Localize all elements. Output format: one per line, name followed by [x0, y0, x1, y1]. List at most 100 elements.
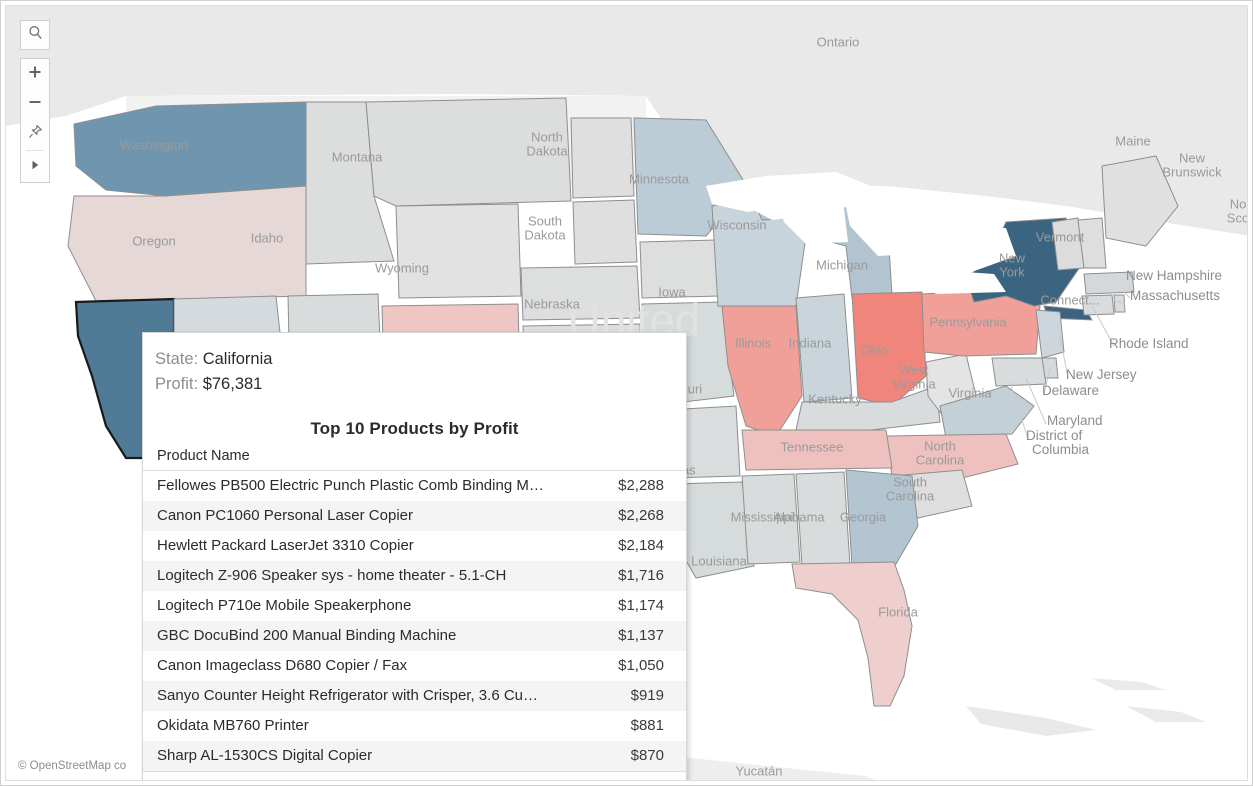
state-label: Ontario: [817, 34, 860, 49]
state-label: Brunswick: [1162, 164, 1222, 179]
state-label: North: [924, 438, 956, 453]
tooltip-profit-row: Profit: $76,381: [155, 372, 686, 397]
table-row[interactable]: Logitech P710e Mobile Speakerphone $1,174: [143, 591, 686, 621]
cell-product-name: Okidata MB760 Printer: [157, 717, 309, 734]
map-outside-label: Columbia: [1032, 442, 1090, 457]
zoom-out-button[interactable]: [21, 89, 49, 119]
table-row[interactable]: Logitech Z-906 Speaker sys - home theate…: [143, 561, 686, 591]
map-outside-label: Rhode Island: [1109, 336, 1189, 351]
state-label: New: [1179, 150, 1206, 165]
state-label: Wyoming: [375, 260, 429, 275]
state-label: New: [999, 250, 1026, 265]
cell-profit: $870: [544, 741, 686, 772]
cell-product-name: Canon Imageclass D680 Copier / Fax: [157, 657, 408, 674]
state-label: Florida: [878, 604, 919, 619]
cell-product-name: GBC DocuBind 200 Manual Binding Machine: [157, 627, 457, 644]
pin-map-button[interactable]: [21, 119, 49, 149]
play-triangle-icon: [29, 158, 41, 176]
map-outside-label: Maryland: [1047, 413, 1103, 428]
cell-profit: $1,050: [618, 657, 664, 674]
state-label: North: [531, 129, 563, 144]
state-label: Ohio: [860, 342, 887, 357]
tooltip-header: State: California Profit: $76,381: [143, 333, 686, 397]
map-view-frame: United Ontario Washington Montana North Dako…: [5, 5, 1248, 781]
state-label: Nebraska: [524, 296, 580, 311]
pin-icon: [28, 124, 43, 144]
osm-attribution[interactable]: © OpenStreetMap co: [18, 760, 127, 772]
state-label: Louisiana: [691, 553, 747, 568]
cell-product-name: Logitech Z-906 Speaker sys - home theate…: [157, 567, 507, 584]
cell-product-name: Fellowes PB500 Electric Punch Plastic Co…: [157, 477, 545, 494]
table-row[interactable]: Okidata MB760 Printer $881: [143, 711, 686, 741]
state-label: Dakota: [526, 143, 568, 158]
map-search-button[interactable]: [20, 20, 50, 50]
state-label: Iowa: [658, 284, 686, 299]
state-label: Kentucky: [808, 391, 862, 406]
table-row[interactable]: Canon Imageclass D680 Copier / Fax $1,050: [143, 651, 686, 681]
tooltip-title: Top 10 Products by Profit: [310, 419, 519, 438]
tooltip-profit-value: $76,381: [202, 375, 263, 393]
tooltip-state-row: State: California: [155, 347, 686, 372]
label-leader-lines: [1009, 291, 1131, 440]
cell-profit: $919: [630, 687, 664, 704]
top-products-table: Product Name Fellowes PB500 Electric Pun…: [143, 445, 686, 772]
state-label: York: [999, 264, 1025, 279]
state-label: Mississippi: [731, 509, 794, 524]
state-label: No: [1230, 196, 1247, 211]
map-toolbar[interactable]: [20, 20, 52, 183]
cell-product-name: Logitech P710e Mobile Speakerphone: [157, 597, 412, 614]
state-label: Wisconsin: [707, 217, 766, 232]
state-label: Connect...: [1040, 292, 1099, 307]
cell-profit: $2,268: [618, 507, 664, 524]
state-label: Carolina: [916, 452, 965, 467]
search-icon: [28, 25, 43, 45]
state-label: Carolina: [886, 488, 935, 503]
tooltip-profit-key: Profit:: [155, 375, 199, 393]
state-label: Idaho: [251, 230, 284, 245]
state-label: Alabama: [773, 509, 825, 524]
state-label: Yucatán: [736, 763, 783, 778]
cell-profit: $2,288: [618, 477, 664, 494]
state-label: South: [528, 213, 562, 228]
state-label: Dakota: [524, 227, 566, 242]
map-zoom-controls[interactable]: [20, 58, 50, 183]
state-label: Sco: [1227, 210, 1247, 225]
toolbar-divider: [26, 150, 44, 151]
state-label: South: [893, 474, 927, 489]
cell-profit: $881: [630, 717, 664, 734]
plus-icon: [28, 65, 42, 84]
state-label: Pennsylvania: [929, 314, 1007, 329]
state-label: Montana: [332, 149, 383, 164]
state-label: Michigan: [816, 257, 868, 272]
table-row[interactable]: Canon PC1060 Personal Laser Copier $2,268: [143, 501, 686, 531]
zoom-in-button[interactable]: [21, 59, 49, 89]
toolbar-expand-button[interactable]: [21, 152, 49, 182]
table-row[interactable]: Sharp AL-1530CS Digital Copier $870: [143, 741, 686, 772]
state-label: Indiana: [789, 335, 832, 350]
table-row[interactable]: Sanyo Counter Height Refrigerator with C…: [143, 681, 686, 711]
map-outside-label: New Hampshire: [1126, 268, 1222, 283]
cell-product-name: Canon PC1060 Personal Laser Copier: [157, 507, 413, 524]
state-label: West: [899, 362, 929, 377]
tooltip-state-value: California: [202, 350, 273, 368]
minus-icon: [28, 95, 42, 114]
table-row[interactable]: GBC DocuBind 200 Manual Binding Machine $…: [143, 621, 686, 651]
map-outside-label: District of: [1026, 428, 1083, 443]
state-label: Washington: [120, 137, 188, 152]
map-tooltip[interactable]: State: California Profit: $76,381 Top 10…: [142, 332, 687, 780]
column-header-product-name[interactable]: Product Name: [143, 445, 545, 471]
tooltip-state-key: State:: [155, 350, 199, 368]
column-header-profit[interactable]: [544, 445, 686, 471]
table-row[interactable]: Fellowes PB500 Electric Punch Plastic Co…: [143, 471, 686, 502]
map-outside-label: New Jersey: [1066, 367, 1137, 382]
map-outside-label: Delaware: [1042, 383, 1099, 398]
cell-profit: $1,716: [618, 567, 664, 584]
table-row[interactable]: Hewlett Packard LaserJet 3310 Copier $2,1…: [143, 531, 686, 561]
state-label: Georgia: [840, 509, 887, 524]
state-label: Maine: [1115, 133, 1150, 148]
cell-product-name: Hewlett Packard LaserJet 3310 Copier: [157, 537, 414, 554]
cell-product-name: Sanyo Counter Height Refrigerator with C…: [157, 687, 545, 704]
state-label: Illinois: [735, 335, 772, 350]
table-header-row: Product Name: [143, 445, 686, 471]
